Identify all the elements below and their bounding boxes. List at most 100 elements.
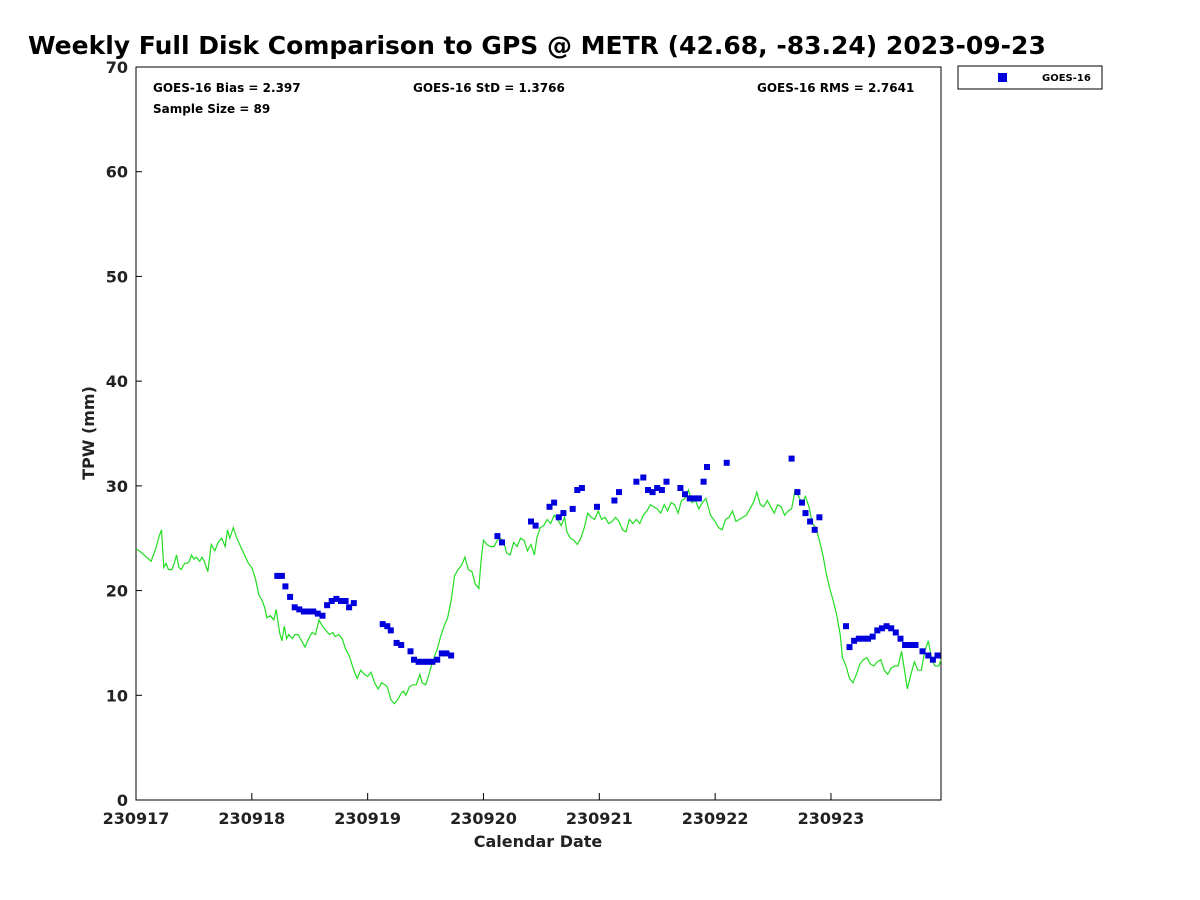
goes16-point bbox=[919, 648, 926, 655]
goes16-point bbox=[314, 610, 321, 617]
goes16-point bbox=[640, 474, 647, 481]
goes16-point bbox=[816, 514, 823, 521]
goes16-point bbox=[429, 658, 436, 665]
x-axis: 230917 230918 230919 230920 230921 230922 2309… bbox=[103, 793, 865, 828]
x-axis-label: Calendar Date bbox=[474, 832, 603, 851]
goes16-point bbox=[633, 478, 640, 485]
goes16-point bbox=[574, 487, 581, 493]
goes16-point bbox=[874, 627, 881, 634]
goes16-point bbox=[925, 652, 932, 659]
goes16-point bbox=[616, 489, 622, 496]
goes16-point bbox=[865, 635, 871, 642]
goes16-point bbox=[420, 658, 427, 665]
goes16-point bbox=[310, 608, 317, 615]
goes16-point bbox=[851, 637, 858, 644]
goes16-point bbox=[300, 608, 307, 615]
y-tick-label: 0 bbox=[117, 791, 128, 810]
goes16-point bbox=[677, 485, 684, 491]
goes16-point bbox=[578, 485, 585, 491]
goes16-series bbox=[274, 455, 941, 665]
goes16-point bbox=[658, 487, 665, 493]
y-tick-label: 50 bbox=[106, 267, 128, 286]
goes16-point bbox=[384, 623, 391, 630]
goes16-point bbox=[274, 572, 281, 579]
legend-box bbox=[957, 65, 1103, 90]
gps-line bbox=[135, 488, 942, 705]
goes16-point bbox=[551, 499, 558, 506]
goes16-point bbox=[906, 642, 913, 648]
goes16-point bbox=[700, 478, 707, 485]
goes16-point bbox=[499, 539, 505, 546]
goes16-point bbox=[424, 658, 431, 665]
goes16-point bbox=[324, 602, 331, 609]
goes16-point bbox=[569, 505, 576, 512]
goes16-point bbox=[794, 489, 801, 496]
goes16-point bbox=[291, 604, 298, 611]
goes16-point bbox=[407, 648, 414, 655]
goes16-point bbox=[654, 485, 661, 491]
goes16-point bbox=[319, 612, 326, 619]
goes16-point bbox=[846, 644, 853, 651]
plot-frame bbox=[135, 66, 942, 801]
x-tick-label: 230923 bbox=[798, 809, 865, 828]
goes16-point bbox=[342, 598, 349, 604]
goes16-point bbox=[663, 478, 670, 485]
y-axis: 0 10 20 30 40 50 60 70 bbox=[106, 58, 142, 810]
y-tick-label: 10 bbox=[106, 686, 128, 705]
x-tick-label: 230921 bbox=[566, 809, 633, 828]
stat-bias: GOES-16 Bias = 2.397 bbox=[153, 81, 301, 95]
stat-sample-size: Sample Size = 89 bbox=[153, 102, 270, 116]
goes16-point bbox=[393, 639, 400, 646]
y-tick-label: 70 bbox=[106, 58, 128, 77]
goes16-point bbox=[338, 598, 344, 604]
goes16-point bbox=[912, 642, 919, 648]
goes16-point bbox=[860, 635, 867, 642]
goes16-point bbox=[723, 459, 730, 466]
goes16-point bbox=[494, 533, 501, 540]
goes16-point bbox=[934, 652, 941, 659]
goes16-point bbox=[594, 503, 600, 510]
x-tick-label: 230917 bbox=[103, 809, 170, 828]
goes16-point bbox=[443, 650, 450, 657]
goes16-point bbox=[278, 572, 285, 579]
goes16-point bbox=[649, 489, 656, 496]
goes16-point bbox=[869, 633, 876, 640]
legend-label-goes16: GOES-16 bbox=[1042, 73, 1091, 84]
x-tick-label: 230920 bbox=[450, 809, 517, 828]
y-tick-label: 20 bbox=[106, 582, 128, 601]
goes16-point bbox=[448, 652, 455, 659]
x-tick-label: 230922 bbox=[682, 809, 749, 828]
goes16-point bbox=[802, 510, 809, 517]
goes16-point bbox=[532, 522, 539, 529]
goes16-point bbox=[438, 650, 445, 657]
chart-title: Weekly Full Disk Comparison to GPS @ MET… bbox=[28, 31, 1046, 60]
x-tick-label: 230919 bbox=[334, 809, 401, 828]
goes16-point bbox=[855, 635, 862, 642]
goes16-point bbox=[528, 518, 534, 525]
goes16-point bbox=[287, 593, 294, 600]
goes16-point bbox=[929, 656, 936, 663]
goes16-point bbox=[811, 526, 818, 533]
goes16-point bbox=[305, 608, 312, 615]
goes16-point bbox=[546, 503, 553, 510]
goes16-point bbox=[296, 606, 303, 613]
goes16-point bbox=[691, 495, 698, 502]
goes16-point bbox=[843, 623, 849, 630]
goes16-point bbox=[411, 656, 417, 663]
goes16-point bbox=[328, 598, 335, 604]
goes16-point bbox=[611, 497, 618, 504]
legend: GOES-16 bbox=[957, 65, 1103, 90]
goes16-point bbox=[645, 487, 651, 493]
goes16-point bbox=[346, 604, 353, 611]
goes16-point bbox=[555, 514, 562, 521]
goes16-point bbox=[434, 656, 441, 663]
y-axis-label: TPW (mm) bbox=[79, 386, 98, 480]
goes16-point bbox=[415, 658, 422, 665]
x-tick-label: 230918 bbox=[218, 809, 285, 828]
goes16-point bbox=[883, 623, 890, 630]
stat-rms: GOES-16 RMS = 2.7641 bbox=[757, 81, 914, 95]
stat-std: GOES-16 StD = 1.3766 bbox=[413, 81, 565, 95]
goes16-point bbox=[799, 499, 805, 506]
goes16-point bbox=[333, 595, 340, 602]
